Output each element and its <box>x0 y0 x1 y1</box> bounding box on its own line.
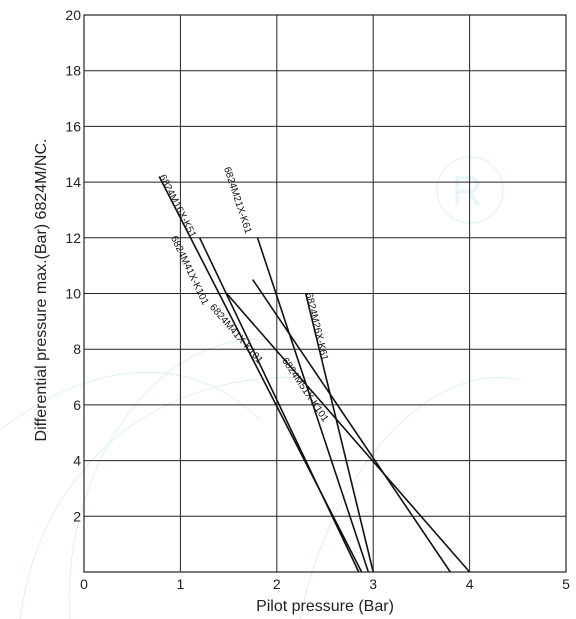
watermark-arc-4 <box>0 371 261 431</box>
series-line <box>252 279 451 573</box>
y-axis-label: Differential pressure max.(Bar) 6824M/NC… <box>33 139 50 442</box>
watermark-arc-3 <box>299 377 521 619</box>
x-tick-label: 2 <box>273 576 281 592</box>
y-tick-label: 4 <box>73 453 81 469</box>
y-tick-label: 18 <box>65 63 81 79</box>
watermark-r-glyph: R <box>452 167 482 214</box>
series-label: 6824M21X-K61 <box>221 166 254 236</box>
series-label: 6824M26X-K61 <box>303 292 330 363</box>
y-tick-label: 14 <box>65 174 81 190</box>
series-line <box>226 292 471 573</box>
grid <box>83 14 567 573</box>
watermark-arc-2 <box>68 339 271 619</box>
y-tick-label: 2 <box>73 508 81 524</box>
y-tick-label: 16 <box>65 118 81 134</box>
y-tick-label: 6 <box>73 397 81 413</box>
series-label: 6824M41X-K101 <box>168 234 210 307</box>
series-label: 6824M41X-K101 <box>207 302 265 366</box>
y-tick-label: 10 <box>65 286 81 302</box>
watermark: R <box>0 156 521 619</box>
series-layer: 6824M16X-K516824M41X-K1016824M21X-K61682… <box>156 166 471 573</box>
y-tick-label: 8 <box>73 341 81 357</box>
series-line <box>256 237 370 573</box>
x-axis-label: Pilot pressure (Bar) <box>256 598 394 615</box>
x-tick-label: 4 <box>466 576 474 592</box>
y-tick-label: 20 <box>65 7 81 23</box>
x-tick-label: 5 <box>562 576 570 592</box>
x-tick-label: 0 <box>80 576 88 592</box>
y-tick-label: 12 <box>65 230 81 246</box>
series-line <box>304 293 374 573</box>
series-label: 6824M16X-K51 <box>156 173 198 240</box>
x-tick-label: 1 <box>177 576 185 592</box>
x-tick-label: 3 <box>369 576 377 592</box>
series-line <box>198 237 360 573</box>
